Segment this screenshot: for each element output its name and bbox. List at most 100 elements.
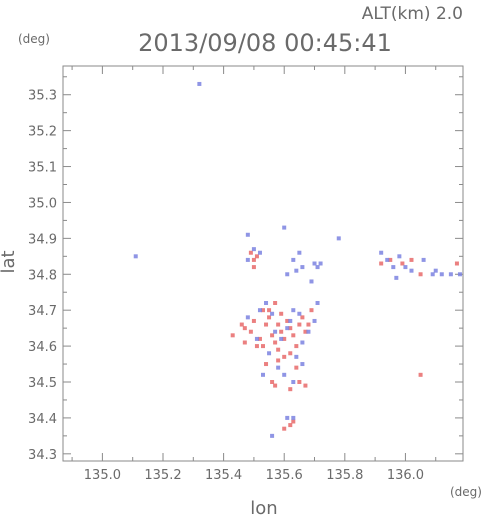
data-point [294, 354, 299, 359]
data-point [297, 322, 302, 327]
plot-frame [62, 65, 464, 462]
data-point [285, 326, 290, 331]
y-tick-label: 35.1 [28, 161, 57, 176]
data-point [291, 419, 296, 424]
data-point [288, 318, 293, 323]
data-point [303, 383, 308, 388]
data-point [267, 315, 272, 320]
data-point [282, 372, 287, 377]
data-point [309, 279, 314, 284]
data-point [242, 340, 247, 345]
data-point [300, 340, 305, 345]
data-point [439, 272, 444, 277]
data-point [242, 326, 247, 331]
data-point [245, 257, 250, 262]
y-tick-label: 34.5 [28, 376, 57, 391]
data-point [303, 329, 308, 334]
y-tick-label: 34.8 [28, 268, 57, 283]
data-point [251, 265, 256, 270]
data-point [291, 380, 296, 384]
data-point [297, 250, 302, 255]
data-point [448, 272, 453, 277]
y-tick-label: 35.0 [28, 196, 57, 211]
y-tick-label: 34.3 [28, 448, 57, 463]
x-tick-label: 135.6 [266, 468, 303, 483]
data-point [279, 311, 284, 316]
data-point [270, 380, 275, 384]
x-tick-label: 135.0 [84, 468, 121, 483]
data-point [279, 329, 284, 334]
data-point [282, 426, 287, 431]
data-point [418, 272, 423, 277]
y-axis-ticks: 34.3 34.4 34.5 34.6 34.7 34.8 34.9 35.0 35.1 35.2… [28, 76, 463, 463]
data-point [261, 308, 265, 313]
data-point [409, 268, 414, 273]
data-point [294, 344, 299, 349]
data-point [248, 250, 253, 255]
data-point [379, 261, 384, 266]
data-point [315, 265, 320, 270]
data-point [254, 336, 259, 341]
data-point [279, 336, 284, 341]
data-point [288, 387, 293, 392]
y-tick-label: 34.4 [28, 412, 57, 427]
timestamp-title: 2013/09/08 00:45:41 [138, 29, 392, 57]
data-point [282, 354, 287, 359]
y-tick-label: 34.6 [28, 340, 57, 355]
data-point [264, 362, 269, 367]
data-point [288, 423, 293, 428]
data-point [288, 326, 293, 331]
data-point [270, 311, 275, 316]
y-axis-label: lat [0, 250, 19, 273]
data-point [454, 261, 459, 266]
data-point [285, 318, 290, 323]
data-point [291, 415, 296, 420]
data-point [133, 254, 138, 259]
data-point [315, 301, 320, 305]
data-point [254, 254, 259, 259]
data-point [418, 372, 423, 377]
data-point [385, 257, 390, 262]
data-point [297, 311, 302, 316]
x-axis-ticks: 135.0 135.2 135.4 135.6 135.8 136.0 [71, 66, 437, 483]
data-point [261, 344, 265, 349]
data-point [394, 275, 399, 280]
y-tick-label: 34.9 [28, 232, 57, 247]
data-points [133, 81, 462, 438]
data-point [433, 268, 438, 273]
data-point [388, 257, 393, 262]
data-point [248, 329, 253, 334]
data-point [285, 415, 290, 420]
data-point [288, 351, 293, 356]
data-point [257, 250, 262, 255]
x-unit-label: (deg) [450, 485, 482, 499]
y-tick-label: 35.3 [28, 89, 57, 104]
y-tick-label: 35.2 [28, 125, 57, 140]
data-point [421, 257, 426, 262]
data-point [397, 254, 402, 259]
data-point [251, 318, 256, 323]
data-point [294, 365, 299, 370]
data-point [300, 265, 305, 270]
data-point [273, 340, 278, 345]
data-point [251, 257, 256, 262]
y-unit-label: (deg) [18, 32, 50, 46]
data-point [285, 272, 290, 277]
data-point [294, 268, 299, 273]
data-point [400, 261, 405, 266]
data-point [257, 336, 262, 341]
data-point [312, 318, 317, 323]
data-point [276, 365, 281, 370]
data-point [306, 329, 311, 334]
data-point [276, 322, 281, 327]
data-point [276, 358, 281, 363]
data-point [291, 308, 296, 313]
data-point [273, 329, 278, 334]
x-axis-label: lon [250, 498, 277, 519]
altitude-label: ALT(km) 2.0 [362, 4, 463, 24]
data-point [291, 257, 296, 262]
data-point [282, 336, 287, 341]
data-point [261, 372, 265, 377]
data-point [267, 308, 272, 313]
